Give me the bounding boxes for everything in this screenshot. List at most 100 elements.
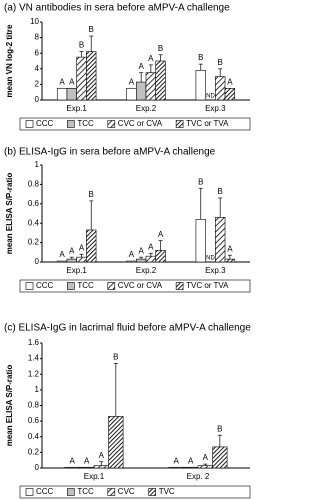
bar — [86, 51, 97, 101]
y-tick-label: 1 — [35, 160, 40, 169]
bar-label: B — [89, 25, 94, 34]
bar — [66, 258, 77, 263]
bar — [135, 258, 147, 263]
bar-label: A — [138, 62, 144, 71]
y-tick-label: 0 — [35, 95, 40, 104]
bar-label: A — [69, 77, 75, 86]
bar — [56, 260, 68, 263]
bar-label: A — [173, 456, 179, 465]
bar — [224, 88, 236, 101]
chart-title: (b) ELISA-IgG in sera before aMPV-A chal… — [4, 147, 216, 158]
bar — [76, 56, 87, 101]
bar — [155, 60, 166, 101]
bar-label: B — [198, 177, 203, 186]
bar-label: ND — [206, 94, 215, 100]
y-tick-label: 1.4 — [28, 354, 40, 363]
x-tick-label: Exp.1 — [66, 266, 87, 275]
bar — [212, 446, 228, 469]
bar-label: A — [203, 453, 209, 462]
legend — [19, 117, 251, 131]
bar-label: B — [79, 41, 84, 50]
bar-label: A — [138, 246, 144, 255]
y-tick-label: 0.4 — [28, 432, 40, 441]
bar-label: A — [79, 243, 85, 252]
y-axis-label: mean VN log-2 titre — [5, 24, 14, 97]
y-tick-label: 0.2 — [28, 238, 40, 247]
legend-label: TCC — [77, 487, 94, 496]
bar-label: B — [218, 187, 223, 196]
y-tick-label: 0.6 — [28, 416, 40, 425]
legend-label: CVC or CVA — [118, 281, 163, 290]
legend-swatch — [67, 282, 75, 290]
legend-label: TVC or TVA — [186, 281, 229, 290]
bar — [215, 76, 226, 101]
bar — [126, 88, 137, 101]
legend — [19, 279, 251, 293]
x-tick-label: Exp. 2 — [187, 472, 210, 481]
x-tick-label: Exp.3 — [205, 104, 226, 113]
bar — [135, 81, 147, 101]
legend-swatch — [148, 488, 156, 496]
legend — [19, 485, 251, 499]
bar-label: A — [148, 54, 154, 63]
y-tick-label: 0 — [35, 257, 40, 266]
x-tick-label: Exp.3 — [205, 266, 226, 275]
bar — [183, 466, 199, 469]
y-tick-label: 2 — [35, 80, 40, 89]
y-tick-label: 0.4 — [28, 218, 40, 227]
bar-label: A — [69, 246, 75, 255]
legend-label: CCC — [36, 281, 54, 290]
bar — [195, 70, 206, 101]
legend-label: TVC — [159, 487, 175, 496]
legend-swatch — [25, 120, 34, 128]
x-tick-label: Exp.1 — [84, 472, 105, 481]
bar-label: A — [227, 244, 233, 253]
bar-label: B — [218, 58, 223, 67]
bar-label: B — [113, 352, 118, 361]
legend-label: TVC or TVA — [186, 119, 229, 128]
bar-label: B — [89, 190, 94, 199]
bar-label: B — [158, 44, 163, 53]
bar — [93, 465, 109, 469]
bar — [168, 466, 184, 469]
bar — [195, 219, 206, 263]
figure: (a) VN antibodies in sera before aMPV-A … — [4, 3, 251, 499]
bar — [215, 217, 226, 263]
bar-label: A — [227, 77, 233, 86]
y-tick-label: 8 — [35, 33, 40, 42]
legend-label: CCC — [36, 487, 54, 496]
legend-label: CCC — [36, 119, 54, 128]
y-tick-label: 1.6 — [28, 338, 40, 347]
x-tick-label: Exp.1 — [66, 104, 87, 113]
bar-label: B — [198, 53, 203, 62]
bar — [86, 229, 97, 263]
y-tick-label: 0.8 — [28, 180, 40, 189]
bar — [197, 465, 213, 469]
x-tick-label: Exp.2 — [136, 104, 157, 113]
legend-label: TCC — [77, 119, 94, 128]
legend-swatch — [107, 488, 116, 496]
y-tick-label: 0.8 — [28, 401, 40, 410]
legend-swatch — [175, 120, 184, 128]
legend-swatch — [107, 120, 116, 128]
legend-swatch — [107, 282, 116, 290]
bar — [56, 88, 68, 101]
bar-label: ND — [206, 256, 215, 262]
bar — [224, 258, 236, 263]
legend-swatch — [25, 282, 34, 290]
y-tick-label: 0.6 — [28, 199, 40, 208]
legend-label: CVC — [118, 487, 135, 496]
legend-swatch — [67, 120, 75, 128]
bar-label: A — [69, 456, 75, 465]
bar-label: A — [188, 456, 194, 465]
bar — [145, 255, 157, 263]
bar-label: A — [129, 77, 135, 86]
bar-label: A — [59, 250, 65, 259]
bar — [108, 416, 124, 469]
y-tick-label: 1 — [35, 385, 40, 394]
bar — [145, 72, 157, 101]
y-tick-label: 0.2 — [28, 447, 40, 456]
bar-label: A — [129, 250, 135, 259]
legend-label: CVC or CVA — [118, 119, 163, 128]
bar — [79, 466, 95, 469]
